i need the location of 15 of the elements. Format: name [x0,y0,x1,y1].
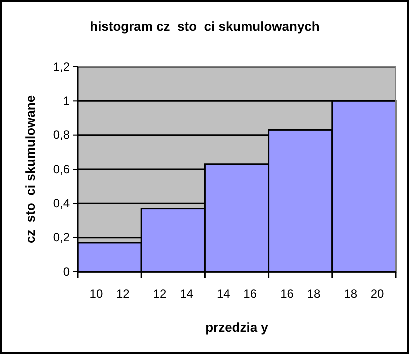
y-tick-label: 0,4 [53,196,70,211]
chart-title: histogram cz sto ci skumulowanych [90,19,320,34]
x-tick-label: 10 12 [90,286,130,301]
y-tick-label: 0 [63,264,70,279]
x-axis-title: przedzia y [206,320,270,335]
x-tick-label: 14 16 [216,286,258,301]
y-tick-label: 1 [63,94,70,108]
y-tick-label: 0,8 [53,128,70,142]
x-tick-label: 12 14 [153,286,194,301]
y-tick-label: 1,2 [53,60,70,74]
x-tick-label: 18 20 [344,286,385,301]
y-tick-label: 0,6 [53,162,70,176]
y-axis-title: cz sto ci skumulowane [23,95,38,244]
y-tick-label: 0,2 [53,230,70,245]
x-tick-label: 16 18 [280,286,321,301]
